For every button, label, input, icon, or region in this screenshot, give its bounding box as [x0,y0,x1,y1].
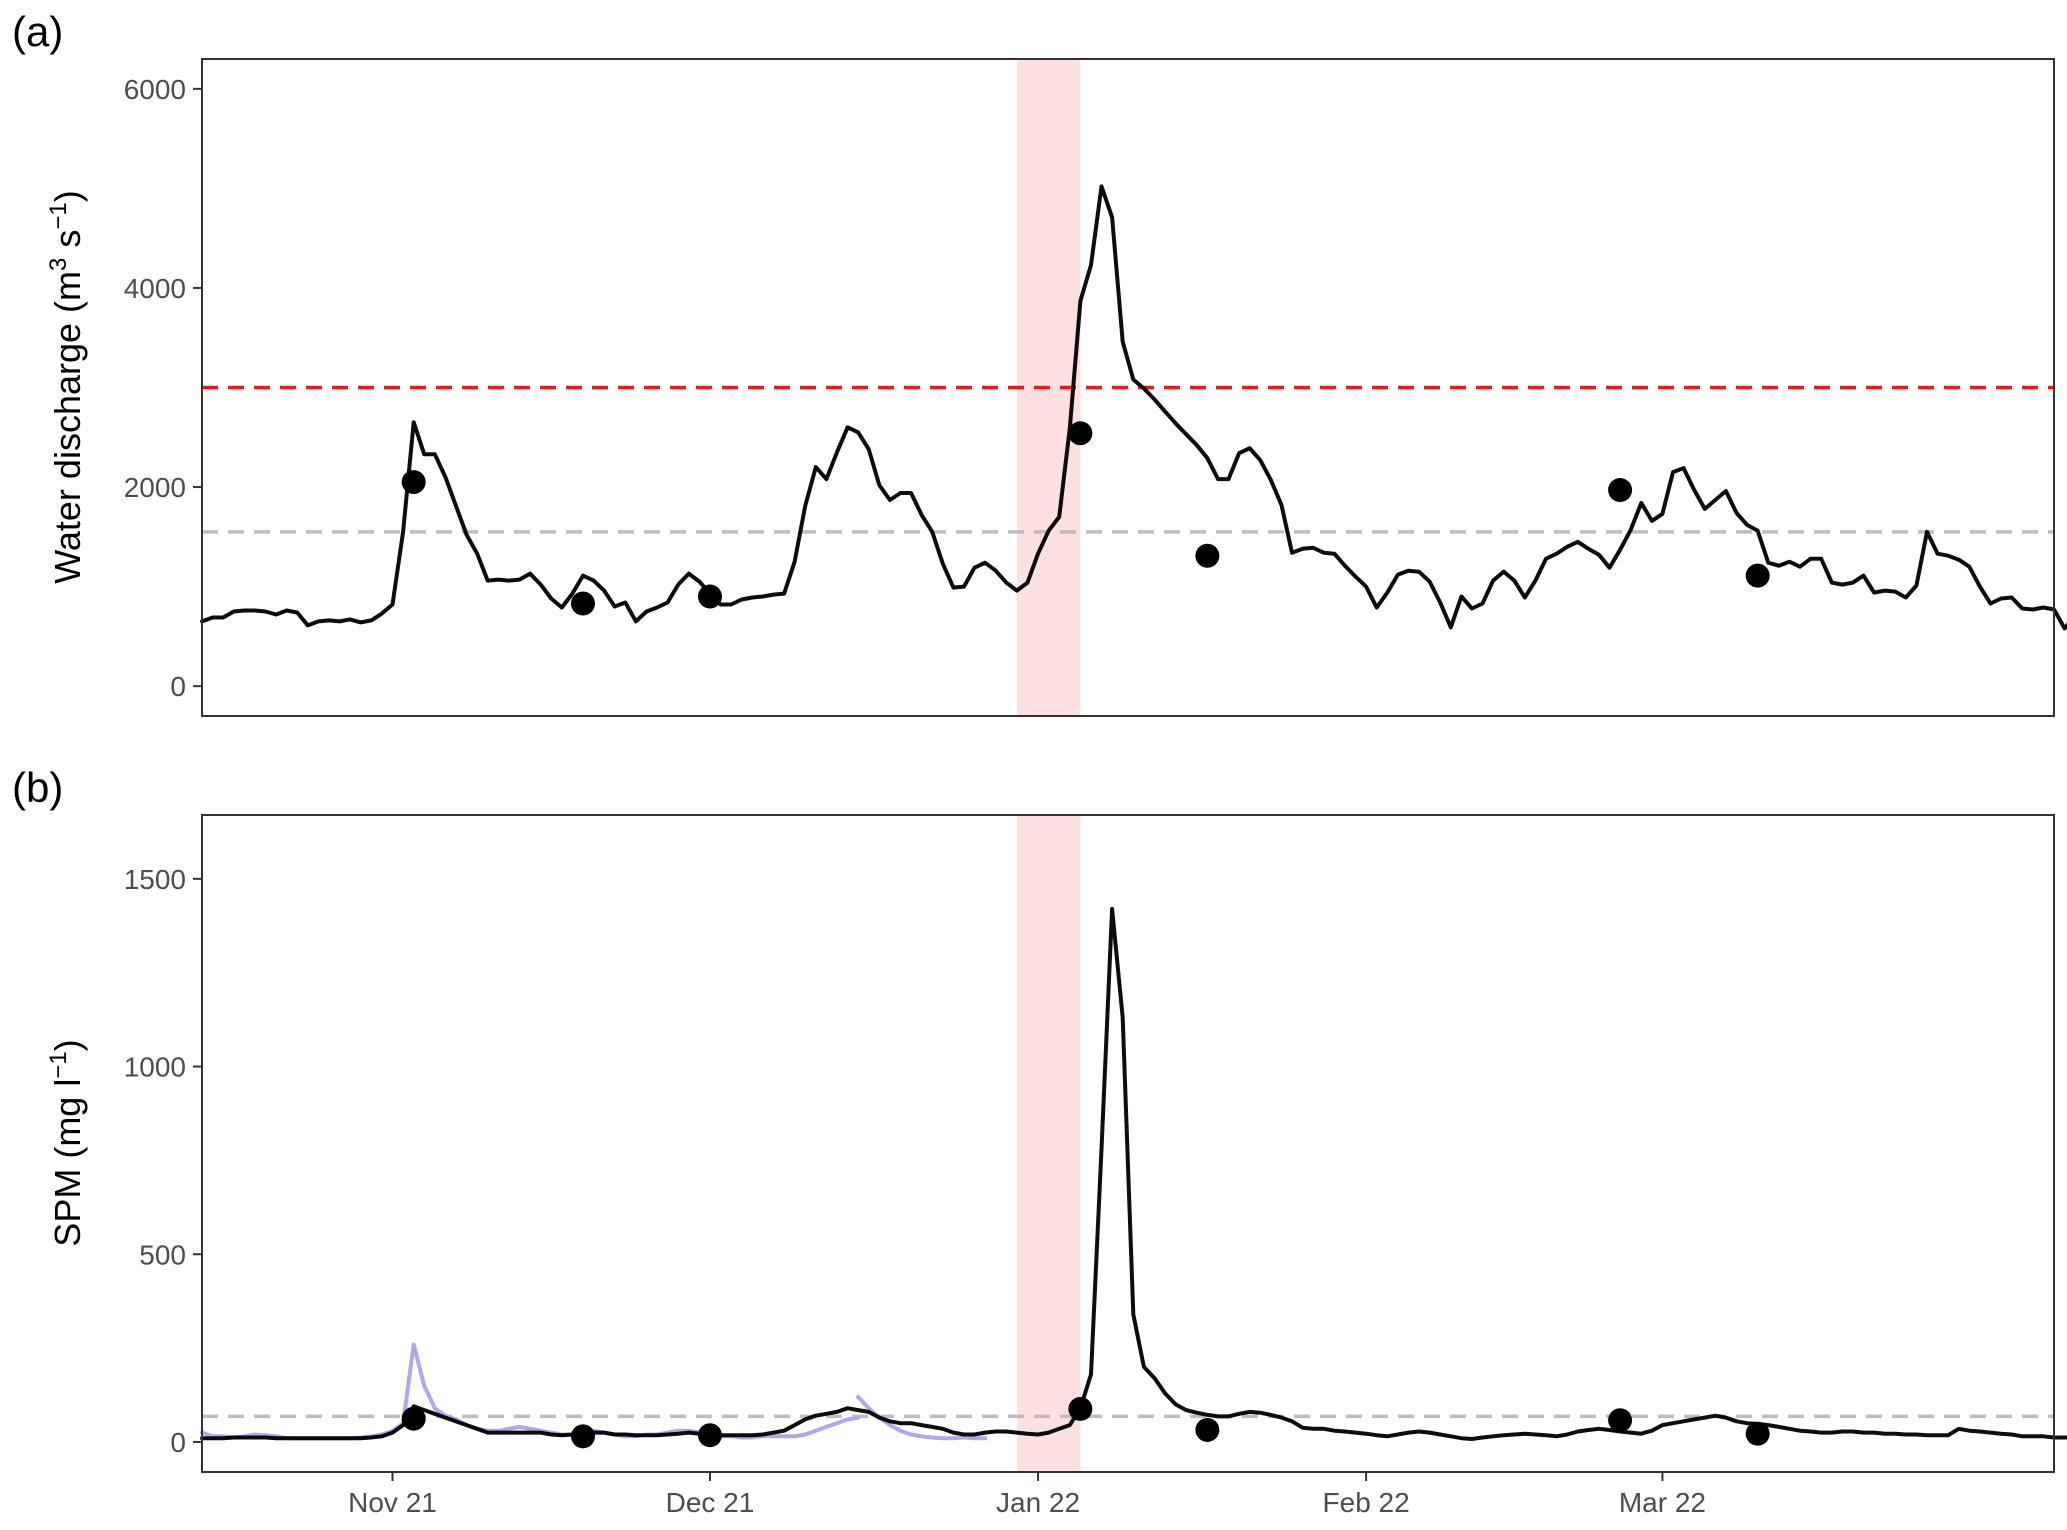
panel-b-x-tick-label: Mar 22 [1619,1487,1706,1518]
panel-b-y-axis-title: SPM (mg l−1) [45,1039,88,1246]
panel-a-sample-point [697,584,722,609]
panel-a-y-tick-label: 0 [170,671,186,702]
panel-b-y-tick-label: 1500 [124,864,186,895]
panel-a-y-tick-label: 6000 [124,74,186,105]
panel-b-sample-point [1745,1421,1770,1446]
panel-a-y-tick-label: 2000 [124,472,186,503]
panel-b-y-axis: 0 500 1000 1500 [124,864,202,1458]
panel-b: (b) 0 500 1000 1500 Nov 21 Dec 21 Jan 22 Feb 2… [12,764,2067,1518]
panel-b-sample-point [1068,1396,1093,1421]
panel-b-y-tick-label: 500 [139,1239,186,1270]
panel-a-label: (a) [12,8,63,55]
panel-b-y-tick-label: 1000 [124,1052,186,1083]
panel-b-x-tick-label: Jan 22 [996,1487,1080,1518]
panel-b-sample-point [1608,1408,1633,1433]
panel-a-sample-point [401,470,426,495]
panel-b-sample-point [697,1423,722,1448]
panel-a-series-line-1 [200,184,2067,631]
panel-a-y-axis-title: Water discharge (m3 s−1) [45,190,88,584]
panel-b-frame [201,814,2055,1473]
panel-b-x-axis: Nov 21 Dec 21 Jan 22 Feb 22 Mar 22 [348,1472,1706,1518]
panel-b-sample-point [401,1406,426,1431]
panel-b-y-tick-label: 0 [170,1427,186,1458]
panel-a-sample-point [1068,421,1093,446]
panel-a-sample-point [1745,563,1770,588]
panel-b-sample-point [570,1424,595,1449]
panel-b-highlight-band [1016,815,1081,1472]
panel-a-y-axis: 0 2000 4000 6000 [124,74,202,702]
panel-a-sample-point [1608,478,1633,503]
panel-b-series-line-3 [200,906,2067,1441]
panel-b-x-tick-label: Nov 21 [348,1487,437,1518]
panel-a-sample-point [1195,543,1220,568]
panel-a-frame [201,58,2055,717]
panel-a: (a) 0 2000 4000 6000 Water discharge (m3 s−… [12,8,2067,717]
panel-a-sample-point [570,591,595,616]
panel-a-plot-area [200,59,2067,716]
panel-b-plot-area [200,815,2067,1472]
panel-b-series-line-1 [200,1342,861,1441]
panel-b-sample-point [1195,1417,1220,1442]
panel-b-label: (b) [12,764,63,811]
panel-a-y-tick-label: 4000 [124,273,186,304]
panel-b-x-tick-label: Feb 22 [1323,1487,1410,1518]
panel-b-x-tick-label: Dec 21 [666,1487,755,1518]
